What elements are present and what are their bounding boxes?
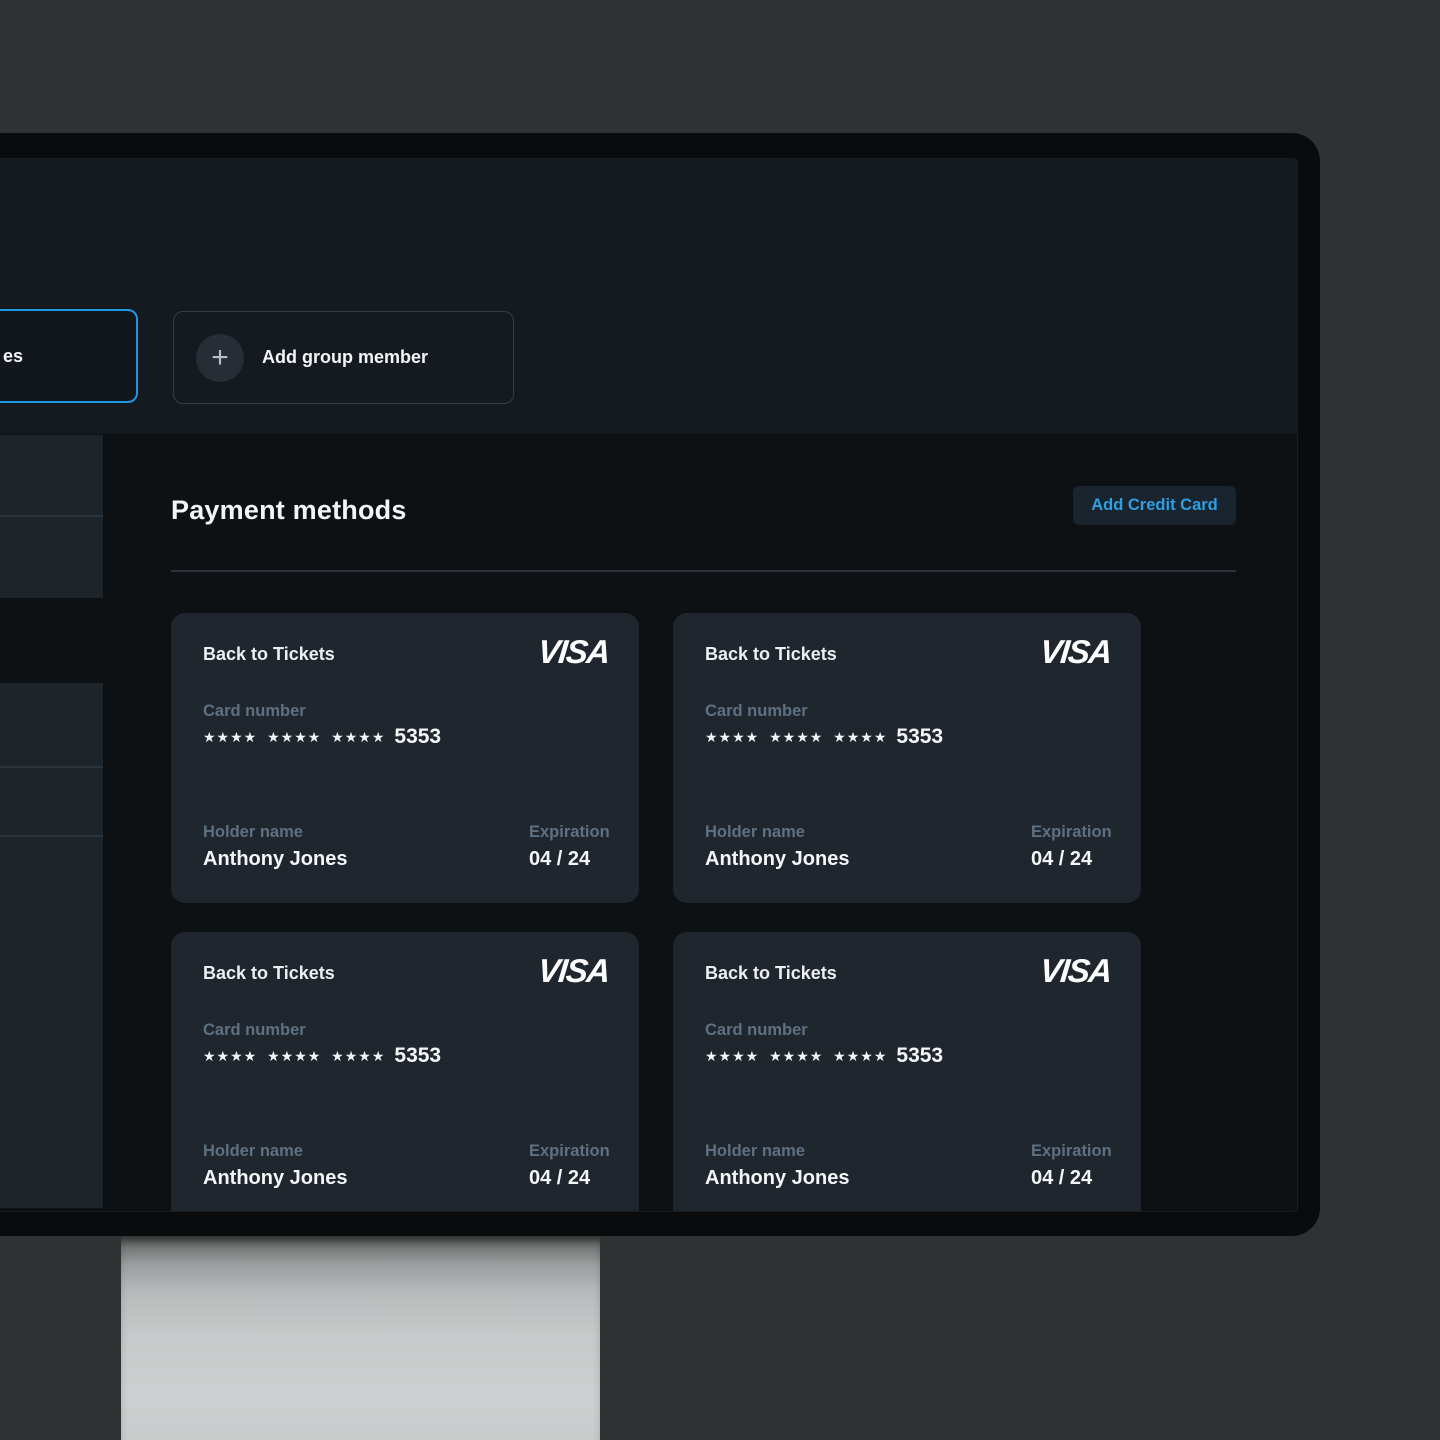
header-band: [0, 159, 1297, 434]
visa-logo-icon: VISA: [1038, 633, 1113, 670]
holder-name-label: Holder name: [203, 823, 303, 841]
holder-name-value: Anthony Jones: [705, 1167, 850, 1189]
list-item[interactable]: [0, 683, 103, 766]
holder-name-label: Holder name: [705, 823, 805, 841]
expiration-value: 04 / 24: [529, 848, 591, 870]
holder-name-value: Anthony Jones: [203, 848, 348, 870]
expiration-label: Expiration: [529, 1142, 610, 1160]
expiration-value: 04 / 24: [1031, 848, 1093, 870]
masked-digits: ★★★★ ★★★★ ★★★★: [203, 728, 386, 745]
add-credit-card-button[interactable]: Add Credit Card: [1073, 486, 1236, 525]
page-title: Payment methods: [171, 495, 407, 525]
selected-group-tab-partial[interactable]: es: [0, 309, 138, 403]
visa-logo-icon: VISA: [536, 633, 611, 670]
card-number-value: ★★★★ ★★★★ ★★★★ 5353: [203, 1044, 441, 1068]
visa-logo-icon: VISA: [536, 952, 611, 989]
add-group-member-button[interactable]: + Add group member: [173, 311, 514, 404]
card-number-label: Card number: [203, 702, 306, 720]
masked-digits: ★★★★ ★★★★ ★★★★: [203, 1047, 386, 1064]
list-item[interactable]: [0, 837, 103, 1208]
masked-digits: ★★★★ ★★★★ ★★★★: [705, 728, 888, 745]
section-divider: [171, 570, 1236, 572]
visa-logo-icon: VISA: [1038, 952, 1113, 989]
list-separator: [0, 835, 103, 837]
masked-digits: ★★★★ ★★★★ ★★★★: [705, 1047, 888, 1064]
expiration-value: 04 / 24: [529, 1167, 591, 1189]
payment-card: Back to Tickets VISA Card number ★★★★ ★★…: [673, 613, 1141, 903]
card-number-label: Card number: [705, 702, 808, 720]
back-to-tickets-link[interactable]: Back to Tickets: [203, 963, 335, 983]
card-number-value: ★★★★ ★★★★ ★★★★ 5353: [203, 725, 441, 749]
list-item[interactable]: [0, 768, 103, 835]
card-number-label: Card number: [705, 1021, 808, 1039]
holder-name-label: Holder name: [203, 1142, 303, 1160]
holder-name-value: Anthony Jones: [203, 1167, 348, 1189]
list-item[interactable]: [0, 517, 103, 598]
card-number-label: Card number: [203, 1021, 306, 1039]
list-item[interactable]: [0, 435, 103, 515]
expiration-label: Expiration: [1031, 1142, 1112, 1160]
card-number-value: ★★★★ ★★★★ ★★★★ 5353: [705, 725, 943, 749]
back-to-tickets-link[interactable]: Back to Tickets: [705, 644, 837, 664]
last-four-digits: 5353: [896, 725, 944, 748]
payment-card: Back to Tickets VISA Card number ★★★★ ★★…: [171, 932, 639, 1211]
expiration-label: Expiration: [529, 823, 610, 841]
holder-name-value: Anthony Jones: [705, 848, 850, 870]
payment-card: Back to Tickets VISA Card number ★★★★ ★★…: [171, 613, 639, 903]
add-group-member-label: Add group member: [262, 347, 429, 367]
expiration-value: 04 / 24: [1031, 1167, 1093, 1189]
list-separator: [0, 515, 103, 517]
back-to-tickets-link[interactable]: Back to Tickets: [705, 963, 837, 983]
monitor-stand: [121, 1236, 600, 1440]
last-four-digits: 5353: [394, 725, 442, 748]
holder-name-label: Holder name: [705, 1142, 805, 1160]
app-screen: es + Add group member Payment methods Ad…: [0, 158, 1298, 1212]
plus-icon: +: [196, 333, 244, 382]
expiration-label: Expiration: [1031, 823, 1112, 841]
last-four-digits: 5353: [394, 1044, 442, 1067]
back-to-tickets-link[interactable]: Back to Tickets: [203, 644, 335, 664]
selected-group-tab-label: es: [3, 345, 24, 366]
payment-card: Back to Tickets VISA Card number ★★★★ ★★…: [673, 932, 1141, 1211]
last-four-digits: 5353: [896, 1044, 944, 1067]
list-separator: [0, 766, 103, 768]
card-number-value: ★★★★ ★★★★ ★★★★ 5353: [705, 1044, 943, 1068]
